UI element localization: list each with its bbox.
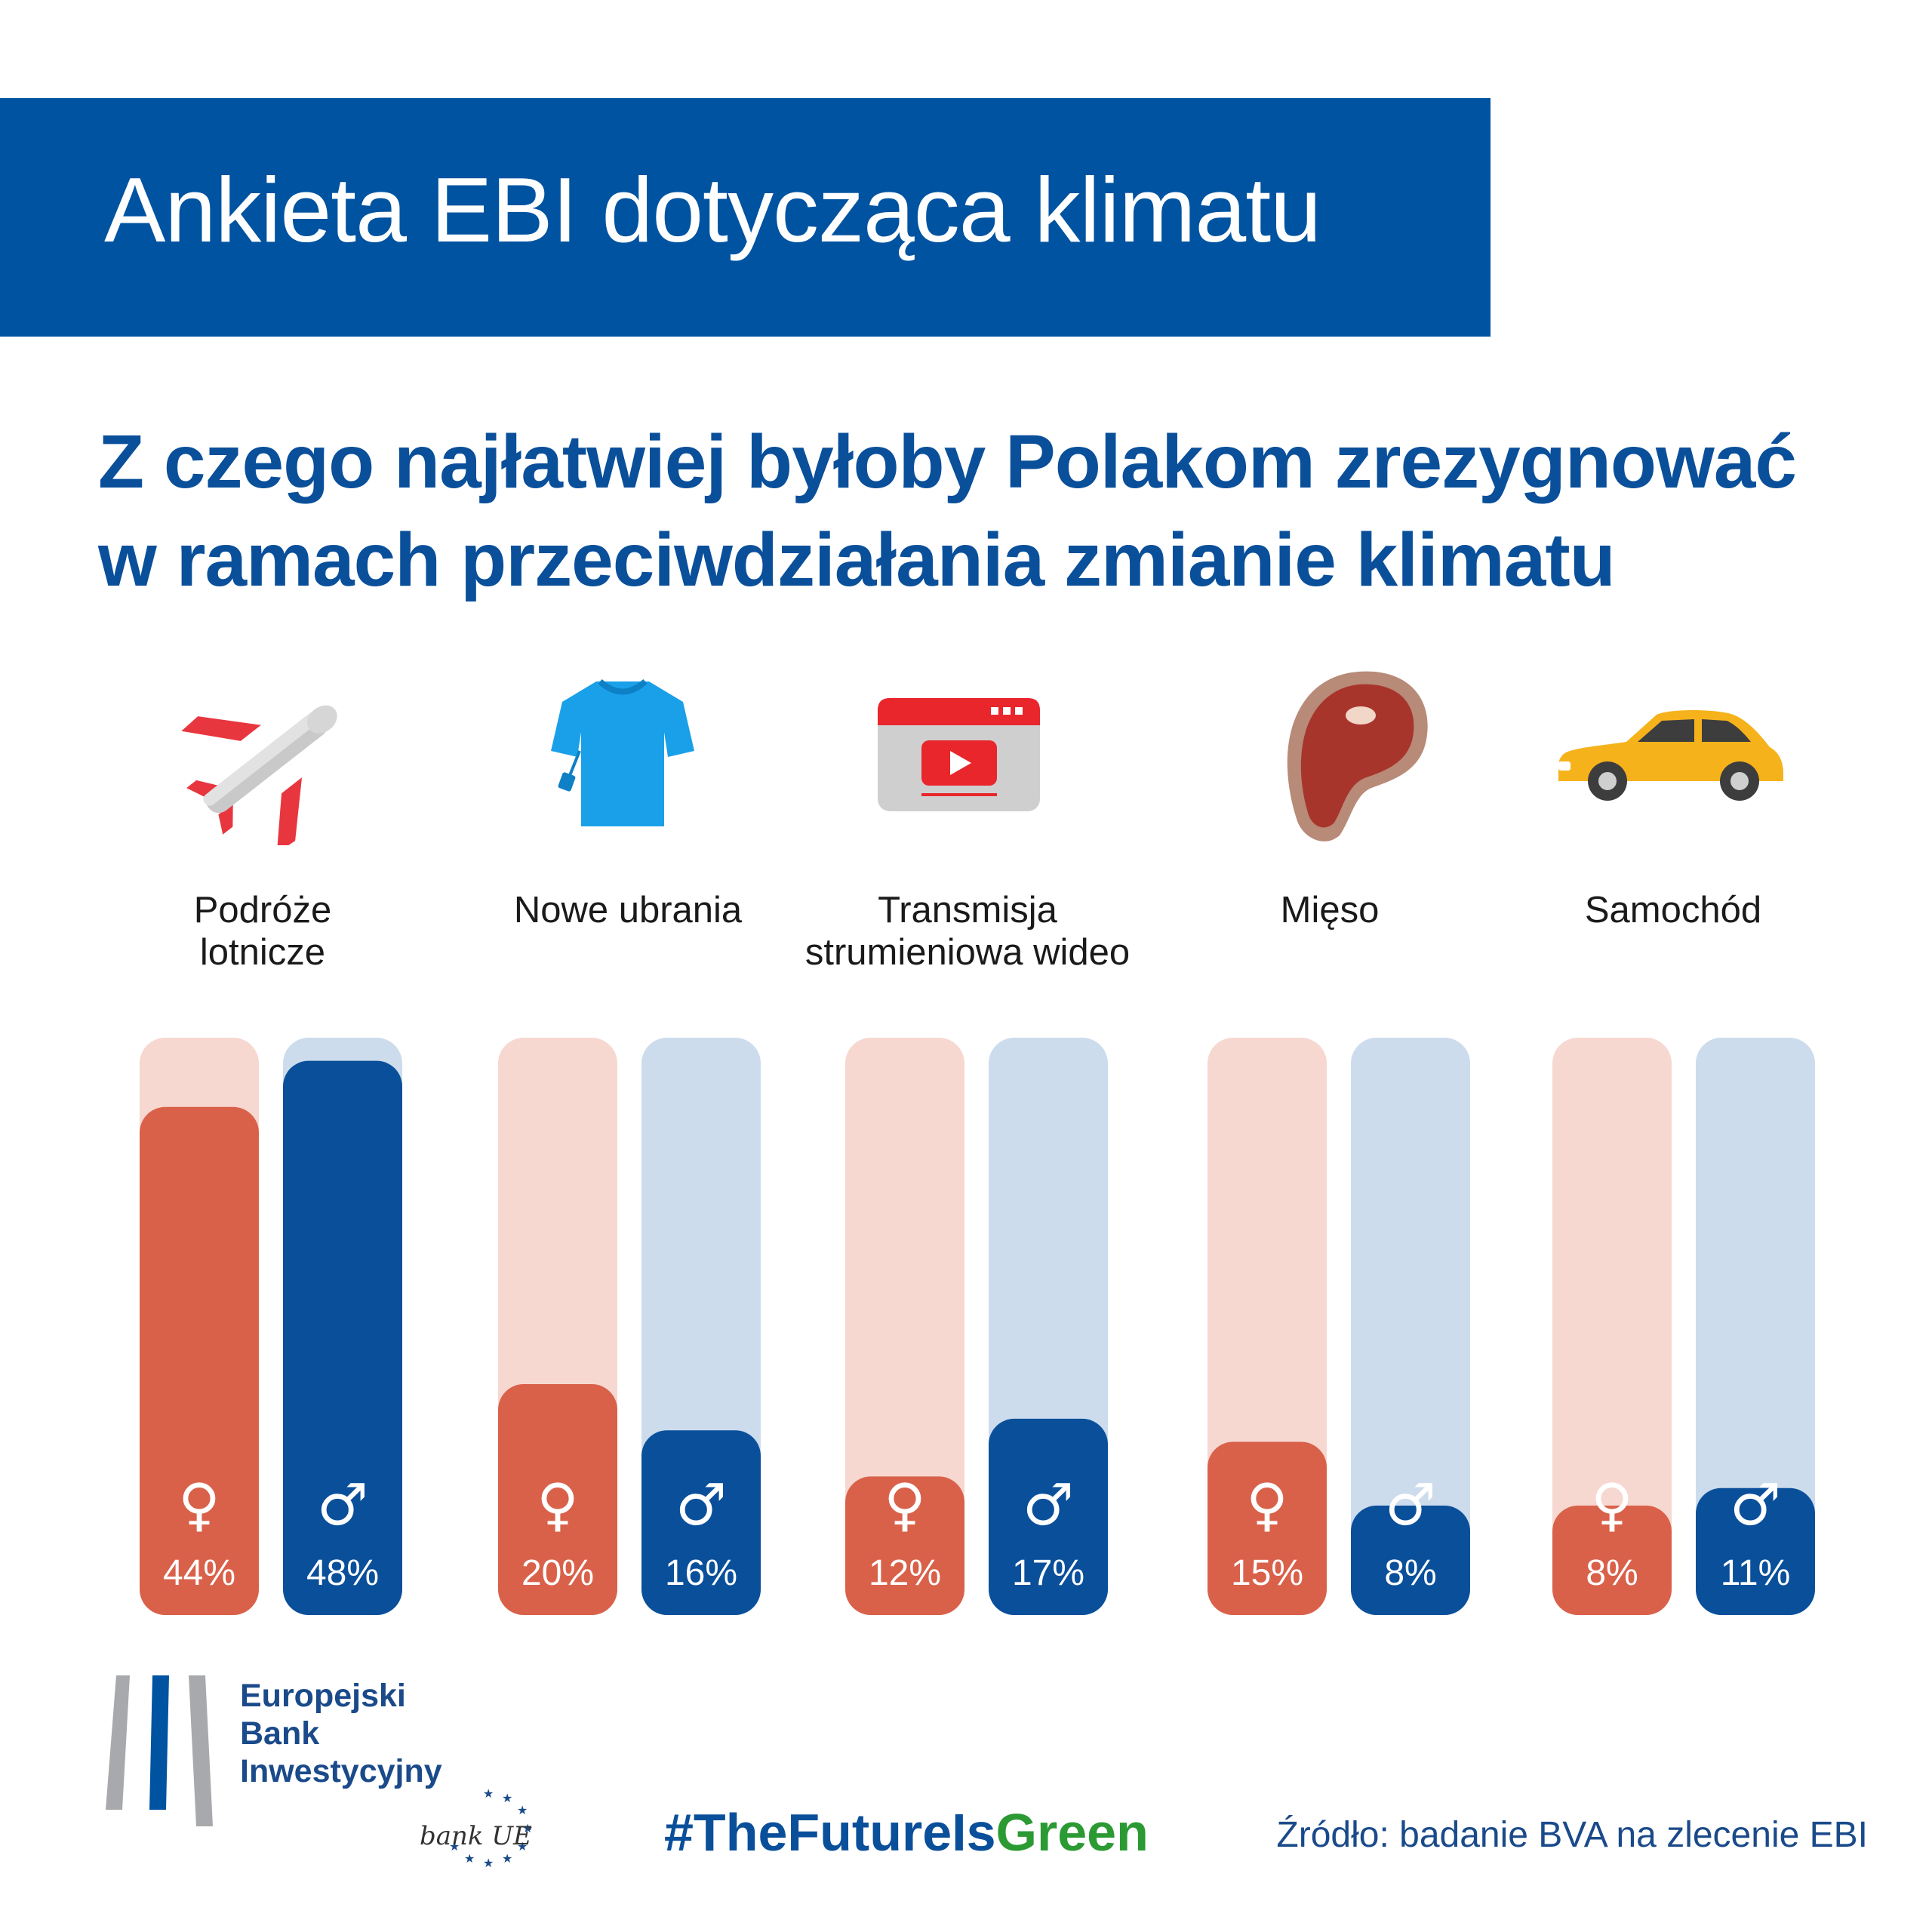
category-label-clothes: Nowe ubrania [417, 889, 839, 931]
bar-female [498, 1384, 617, 1615]
category-label-flights: Podróże lotnicze [51, 889, 474, 974]
svg-text:★: ★ [449, 1839, 460, 1854]
male-symbol-icon: ♂ [1023, 1471, 1074, 1538]
org-name-line: Bank [240, 1715, 320, 1752]
bar-track-female [1552, 1038, 1672, 1615]
bar-female [1552, 1506, 1672, 1615]
data-label: 11% [1721, 1553, 1791, 1593]
data-label: 44% [163, 1553, 235, 1593]
svg-text:★: ★ [483, 1856, 494, 1870]
bar-male [1696, 1487, 1815, 1615]
category-label-line: Mięso [1280, 890, 1380, 931]
female-symbol-icon: ♀ [537, 1471, 579, 1538]
bar-track-male [1351, 1038, 1470, 1615]
svg-text:★: ★ [517, 1839, 528, 1854]
svg-text:★: ★ [522, 1821, 533, 1835]
data-label: 15% [1231, 1553, 1303, 1593]
title-band [0, 98, 1491, 337]
category-label-line: Samochód [1584, 890, 1762, 931]
eib-logo-mark [100, 1675, 220, 1826]
svg-text:★: ★ [502, 1851, 512, 1866]
category-label-line: strumieniowa wideo [804, 932, 1131, 973]
data-label: 16% [665, 1553, 737, 1593]
org-name-line: Inwestycyjny [240, 1753, 442, 1789]
bar-male [641, 1430, 761, 1615]
svg-text:★: ★ [517, 1803, 528, 1817]
category-label-video: Transmisja strumieniowa wideo [756, 889, 1179, 974]
male-symbol-icon: ♂ [317, 1471, 368, 1538]
subtitle-line-1: Z czego najłatwiej byłoby Polakom zrezyg… [98, 420, 1797, 504]
female-symbol-icon: ♀ [1591, 1471, 1633, 1538]
meat-icon [1283, 668, 1434, 845]
male-symbol-icon: ♂ [675, 1471, 727, 1538]
bar-male [283, 1060, 402, 1615]
male-symbol-icon: ♂ [1385, 1471, 1436, 1538]
data-label: 20% [521, 1553, 594, 1593]
data-label: 17% [1012, 1553, 1084, 1593]
org-name-line: Europejski [240, 1678, 406, 1714]
bar-track-female [845, 1038, 964, 1615]
subtitle-line-2: w ramach przeciwdziałania zmianie klimat… [98, 518, 1616, 602]
female-symbol-icon: ♀ [178, 1471, 220, 1538]
source-note: Źródło: badanie BVA na zlecenie EBI [1276, 1815, 1868, 1855]
data-label: 8% [1586, 1553, 1638, 1593]
female-symbol-icon: ♀ [1246, 1471, 1288, 1538]
svg-text:★: ★ [502, 1791, 512, 1805]
svg-text:★: ★ [483, 1786, 494, 1801]
category-label-line: Transmisja [878, 890, 1057, 931]
bar-male [1351, 1506, 1470, 1615]
category-label-line: Podróże [193, 890, 332, 931]
data-label: 12% [869, 1553, 941, 1593]
bar-female [845, 1476, 964, 1615]
airplane-icon [181, 675, 358, 845]
data-label: 8% [1384, 1553, 1436, 1593]
bank-ue-badge: bank UE [420, 1821, 532, 1851]
data-label: 48% [306, 1553, 379, 1593]
bar-female [1208, 1441, 1327, 1615]
category-label-line: Nowe ubrania [513, 890, 743, 931]
bar-female [140, 1106, 259, 1615]
eu-stars-icon: ★ ★ ★ ★ ★ ★ ★ ★ ★ [408, 1781, 558, 1879]
video-stream-icon [878, 698, 1040, 811]
category-label-car: Samochód [1462, 889, 1884, 931]
hashtag-suffix: Green [995, 1803, 1149, 1862]
hashtag: #TheFutureIsGreen [664, 1802, 1149, 1863]
t-shirt-icon [543, 675, 702, 834]
category-label-meat: Mięso [1118, 889, 1541, 931]
car-icon [1555, 706, 1785, 808]
hashtag-prefix: #TheFutureIs [664, 1803, 996, 1862]
category-label-line: lotnicze [199, 932, 326, 973]
svg-text:★: ★ [464, 1851, 475, 1866]
bar-male [989, 1418, 1108, 1615]
page-title: Ankieta EBI dotycząca klimatu [104, 158, 1321, 261]
male-symbol-icon: ♂ [1730, 1471, 1781, 1538]
bar-track-male [1696, 1038, 1815, 1615]
female-symbol-icon: ♀ [884, 1471, 926, 1538]
